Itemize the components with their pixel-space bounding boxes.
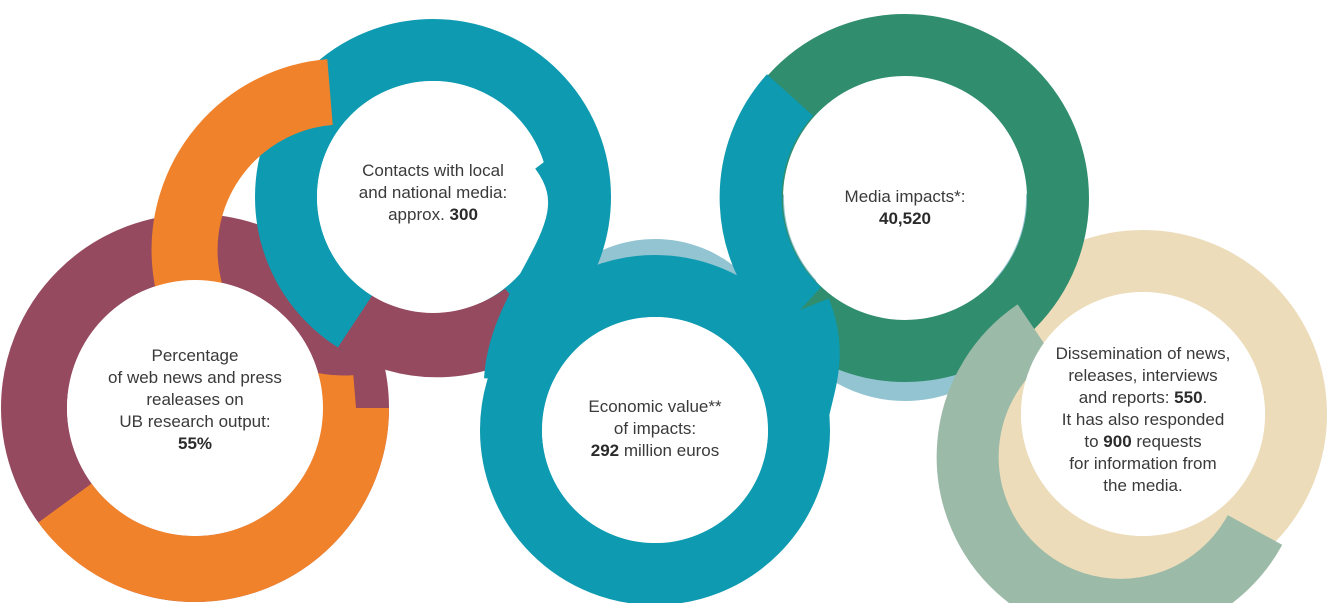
stat-value: 550 bbox=[1174, 388, 1203, 407]
ring-inner-white-5 bbox=[1021, 292, 1265, 536]
ring-orange-bottom-arc bbox=[38, 407, 389, 602]
ring-inner-white-3 bbox=[542, 317, 768, 543]
stat-line: the media. bbox=[1103, 476, 1183, 495]
stat-line: Contacts with local bbox=[362, 161, 504, 180]
stat-economic-value: Economic value** of impacts: 292 million… bbox=[545, 396, 765, 462]
ring-teal-left-arc bbox=[719, 74, 822, 333]
stat-line: 40,520 bbox=[795, 208, 1015, 230]
stat-line: to 900 requests bbox=[1084, 432, 1202, 451]
stat-line: releases, interviews bbox=[1068, 366, 1218, 385]
stat-line: Percentage bbox=[151, 346, 239, 365]
stat-line: approx. 300 bbox=[388, 205, 478, 224]
stat-line: and national media: bbox=[358, 183, 508, 202]
ring-teal-connector bbox=[484, 131, 611, 384]
stat-web-news: Percentage of web news and press realeas… bbox=[75, 345, 315, 455]
stat-media-impacts: Media impacts*: 40,520 bbox=[795, 186, 1015, 230]
stat-line: for information from bbox=[1069, 454, 1217, 473]
ring-teal-right-connector bbox=[764, 298, 840, 435]
stat-value: 55% bbox=[177, 434, 213, 453]
stat-line: and reports: 550. bbox=[1078, 388, 1208, 407]
stat-media-contacts: Contacts with local and national media: … bbox=[323, 160, 543, 226]
stat-value: 40,520 bbox=[879, 209, 931, 228]
stat-value: 292 bbox=[590, 441, 620, 460]
stat-line: realeases on bbox=[146, 390, 244, 409]
stat-line: UB research output: bbox=[119, 412, 271, 431]
stat-line: 55% bbox=[75, 433, 315, 455]
stat-dissemination: Dissemination of news, releases, intervi… bbox=[1028, 343, 1258, 497]
stat-line: of web news and press bbox=[108, 368, 282, 387]
stat-line: Economic value** bbox=[588, 397, 722, 416]
stat-line: 292 million euros bbox=[590, 441, 720, 460]
ring-inner-white-1 bbox=[67, 280, 323, 536]
ring-inner-white-4 bbox=[784, 77, 1026, 319]
ring-sage-arc bbox=[936, 304, 1283, 603]
stat-value: 900 bbox=[1103, 432, 1132, 451]
stat-line: Media impacts*: bbox=[844, 187, 966, 206]
stat-line: Dissemination of news, bbox=[1055, 344, 1231, 363]
stat-value: 300 bbox=[449, 205, 478, 224]
stat-line: It has also responded bbox=[1061, 410, 1225, 429]
ring-inner-white-2 bbox=[317, 81, 549, 313]
stat-line: of impacts: bbox=[613, 419, 697, 438]
